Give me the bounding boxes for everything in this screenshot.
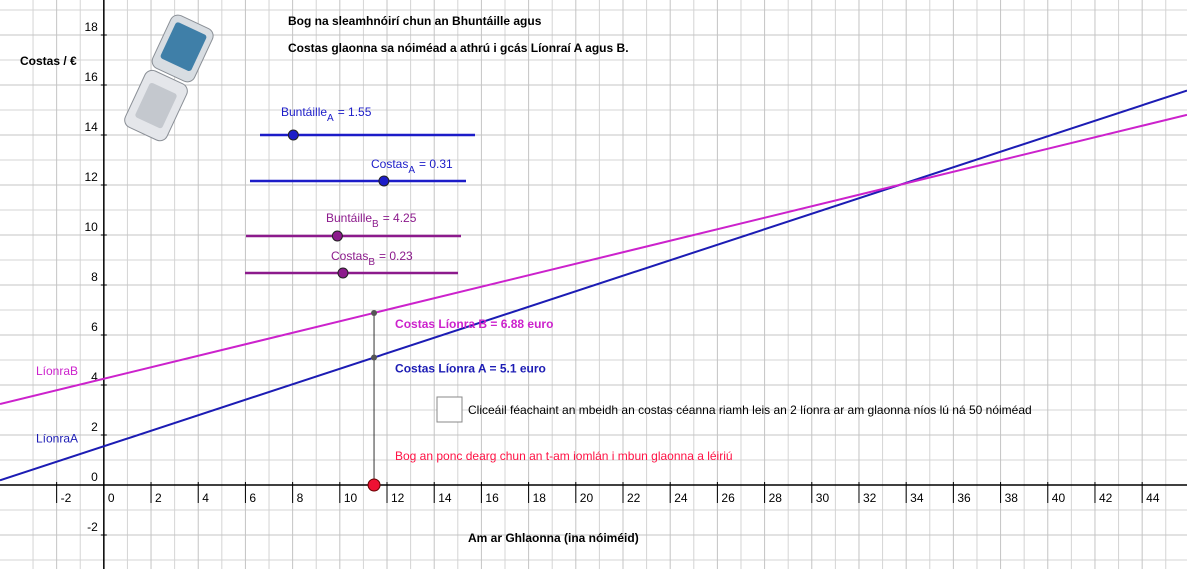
x-tick-label: 42 (1099, 491, 1113, 505)
x-tick-label: 38 (1005, 491, 1019, 505)
slider-knob[interactable] (379, 176, 389, 186)
cost-annotation: Costas Líonra B = 6.88 euro (395, 317, 553, 331)
x-tick-label: 40 (1052, 491, 1066, 505)
time-point[interactable] (368, 479, 380, 491)
instruction: Bog an ponc dearg chun an t-am iomlán i … (395, 449, 733, 463)
x-tick-label: 24 (674, 491, 688, 505)
slider-knob[interactable] (338, 268, 348, 278)
x-tick-label: 44 (1146, 491, 1160, 505)
y-tick-label: 2 (91, 420, 98, 434)
y-tick-label: 10 (84, 220, 98, 234)
x-tick-label: 2 (155, 491, 162, 505)
intersection-point (371, 355, 377, 361)
applet: -202468101214161820222426283032343638404… (0, 0, 1187, 569)
x-tick-label: 36 (957, 491, 971, 505)
x-tick-label: 28 (769, 491, 783, 505)
slider-value: = 4.25 (383, 211, 417, 225)
x-tick-label: 22 (627, 491, 641, 505)
x-tick-label: 18 (533, 491, 547, 505)
checkbox[interactable] (437, 397, 462, 422)
slider-value: = 0.23 (379, 249, 413, 263)
slider-subscript: A (408, 165, 415, 176)
slider-subscript: B (372, 219, 379, 230)
x-tick-label: 6 (249, 491, 256, 505)
intersection-point (371, 310, 377, 316)
x-axis-label: Am ar Ghlaonna (ina nóiméid) (468, 531, 639, 545)
y-tick-label: 18 (84, 20, 98, 34)
y-tick-label: -2 (87, 520, 98, 534)
x-tick-label: 10 (344, 491, 358, 505)
x-tick-label: 0 (108, 491, 115, 505)
y-tick-label: 8 (91, 270, 98, 284)
legend-label: LíonraB (36, 364, 78, 378)
slider-name: Buntáille (326, 211, 372, 225)
x-tick-label: 14 (438, 491, 452, 505)
slider-value: = 1.55 (338, 105, 372, 119)
slider-subscript: A (327, 113, 334, 124)
title: Bog na sleamhnóirí chun an Bhuntáille ag… (288, 14, 542, 28)
x-tick-label: 12 (391, 491, 405, 505)
slider-name: Costas (371, 157, 408, 171)
x-tick-label: 26 (721, 491, 735, 505)
x-tick-label: 34 (910, 491, 924, 505)
y-axis-label: Costas / € (20, 54, 77, 68)
x-tick-label: 16 (485, 491, 499, 505)
slider-value: = 0.31 (419, 157, 453, 171)
checkbox-label[interactable]: Cliceáil féachaint an mbeidh an costas c… (468, 403, 1032, 417)
x-tick-label: 8 (297, 491, 304, 505)
slider-name: Buntáille (281, 105, 327, 119)
legend-label: LíonraA (36, 431, 78, 445)
x-tick-label: 20 (580, 491, 594, 505)
slider-name: Costas (331, 249, 368, 263)
slider-knob[interactable] (288, 130, 298, 140)
x-tick-label: -2 (61, 491, 72, 505)
cost-annotation: Costas Líonra A = 5.1 euro (395, 362, 546, 376)
x-tick-label: 30 (816, 491, 830, 505)
y-tick-label: 6 (91, 320, 98, 334)
x-tick-label: 4 (202, 491, 209, 505)
x-tick-label: 32 (863, 491, 877, 505)
y-tick-label: 16 (84, 70, 98, 84)
slider-knob[interactable] (332, 231, 342, 241)
y-tick-label: 0 (91, 470, 98, 484)
y-tick-label: 14 (84, 120, 98, 134)
slider-subscript: B (368, 257, 375, 268)
subtitle: Costas glaonna sa nóiméad a athrú i gcás… (288, 41, 629, 55)
y-tick-label: 12 (84, 170, 98, 184)
